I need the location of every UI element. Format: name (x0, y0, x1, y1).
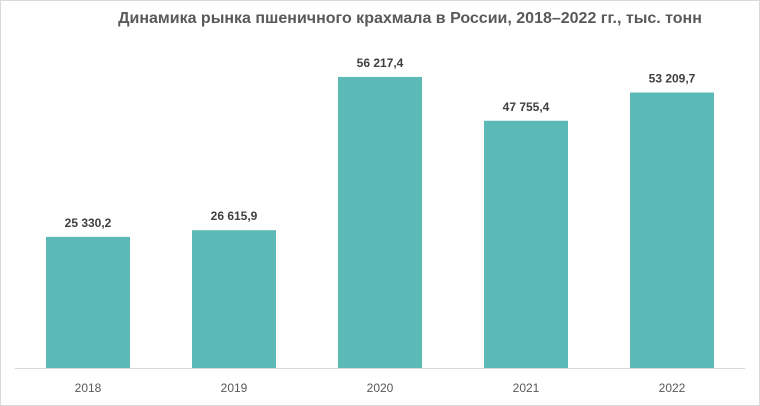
data-label-2018: 25 330,2 (65, 216, 112, 230)
bar-2020 (338, 76, 422, 369)
data-label-2020: 56 217,4 (357, 56, 404, 70)
bar-2021 (484, 120, 568, 368)
x-tick-label-2020: 2020 (367, 381, 394, 395)
x-tick-label-2019: 2019 (221, 381, 248, 395)
x-tick-label-2022: 2022 (659, 381, 686, 395)
data-label-2021: 47 755,4 (503, 100, 550, 114)
data-label-2022: 53 209,7 (649, 72, 696, 86)
bar-2022 (630, 92, 714, 368)
bar-2018 (46, 236, 130, 368)
x-tick-label-2018: 2018 (75, 381, 102, 395)
bar-2019 (192, 230, 276, 368)
data-label-2019: 26 615,9 (211, 209, 258, 223)
chart-title: Динамика рынка пшеничного крахмала в Рос… (118, 10, 702, 27)
x-tick-label-2021: 2021 (513, 381, 540, 395)
